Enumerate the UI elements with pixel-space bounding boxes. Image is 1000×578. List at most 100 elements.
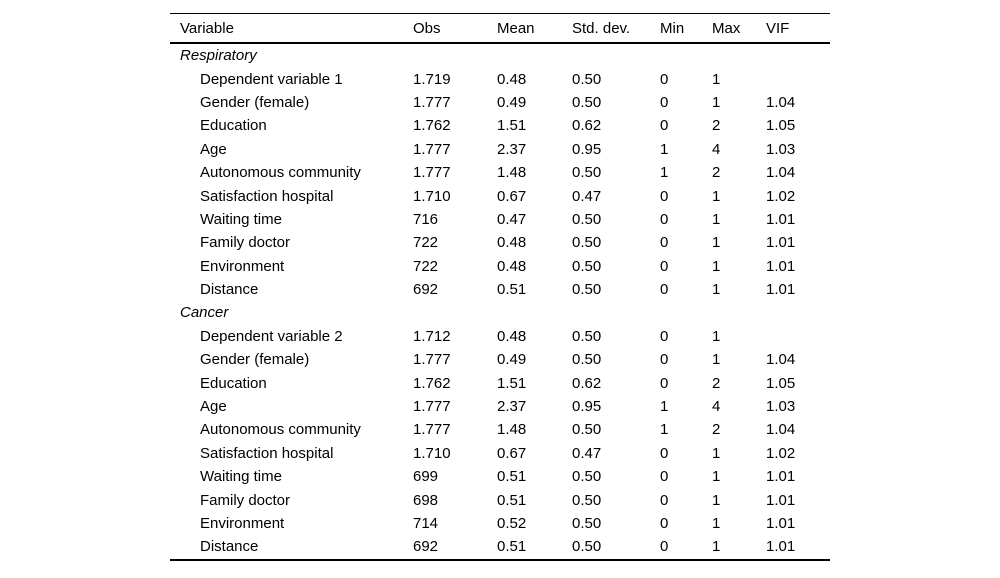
cell-std-dev: 0.50 [572, 491, 602, 509]
cell-obs: 714 [413, 515, 439, 532]
table-row: Gender (female) 1.777 0.49 0.50 0 1 1.04 [170, 348, 830, 371]
cell-vif: 1.03 [766, 398, 796, 416]
cell-vif: 1.04 [766, 351, 796, 369]
table-row: Dependent variable 2 1.712 0.48 0.50 0 1 [170, 325, 830, 348]
table-header: Variable Obs Mean Std. dev. Min Max VIF [170, 13, 830, 44]
cell-max: 1 [712, 70, 721, 88]
cell-vif: 1.01 [766, 515, 796, 532]
cell-std-dev: 0.50 [572, 164, 602, 182]
cell-obs: 1.777 [413, 351, 451, 369]
table-body: Respiratory Dependent variable 1 1.719 0.48… [170, 43, 830, 560]
cell-variable: Autonomous community [200, 421, 361, 439]
cell-obs: 692 [413, 538, 439, 556]
cell-obs: 1.710 [413, 444, 451, 462]
table-row: Environment 722 0.48 0.50 0 1 1.01 [170, 255, 830, 278]
cell-variable: Satisfaction hospital [200, 444, 334, 462]
table-row: Waiting time 716 0.47 0.50 0 1 1.01 [170, 208, 830, 231]
cell-variable: Distance [200, 538, 259, 556]
cell-vif: 1.03 [766, 140, 796, 158]
cell-vif: 1.04 [766, 93, 796, 111]
cell-obs: 1.762 [413, 374, 451, 392]
cell-variable: Waiting time [200, 210, 282, 228]
cell-mean: 0.67 [497, 444, 527, 462]
table-row: Satisfaction hospital 1.710 0.67 0.47 0 1 1.02 [170, 184, 830, 207]
cell-vif: 1.04 [766, 421, 796, 439]
cell-vif: 1.01 [766, 210, 796, 228]
cell-min: 0 [660, 327, 669, 345]
cell-obs: 716 [413, 210, 439, 228]
cell-variable: Family doctor [200, 234, 291, 252]
cell-max: 1 [712, 444, 721, 462]
cell-obs: 1.777 [413, 421, 451, 439]
table-row: Dependent variable 1 1.719 0.48 0.50 0 1 [170, 67, 830, 90]
cell-std-dev: 0.50 [572, 468, 602, 486]
cell-variable: Gender (female) [200, 351, 310, 369]
cell-obs: 1.777 [413, 398, 451, 416]
cell-vif: 1.04 [766, 164, 796, 182]
cell-std-dev: 0.50 [572, 327, 602, 345]
table-row: Distance 692 0.51 0.50 0 1 1.01 [170, 535, 830, 559]
cell-max: 2 [712, 117, 721, 135]
cell-std-dev: 0.50 [572, 351, 602, 369]
cell-min: 0 [660, 234, 669, 252]
cell-obs: 1.712 [413, 327, 451, 345]
cell-max: 1 [712, 234, 721, 252]
cell-vif: 1.01 [766, 257, 796, 275]
cell-obs: 722 [413, 257, 439, 275]
table-row: Environment 714 0.52 0.50 0 1 1.01 [170, 512, 830, 535]
cell-vif: 1.01 [766, 234, 796, 252]
cell-variable: Gender (female) [200, 93, 310, 111]
section-label: Respiratory [180, 47, 257, 65]
cell-mean: 0.49 [497, 351, 527, 369]
cell-max: 2 [712, 374, 721, 392]
section-row: Cancer [170, 301, 830, 324]
cell-max: 4 [712, 398, 721, 416]
cell-std-dev: 0.95 [572, 398, 602, 416]
cell-variable: Environment [200, 515, 285, 532]
table-row: Distance 692 0.51 0.50 0 1 1.01 [170, 278, 830, 301]
cell-std-dev: 0.50 [572, 70, 602, 88]
cell-vif [766, 325, 830, 348]
cell-min: 0 [660, 491, 669, 509]
cell-vif: 1.02 [766, 444, 796, 462]
cell-mean: 1.51 [497, 374, 527, 392]
cell-mean: 0.48 [497, 327, 527, 345]
cell-mean: 0.51 [497, 491, 527, 509]
cell-max: 1 [712, 187, 721, 205]
cell-std-dev: 0.50 [572, 210, 602, 228]
cell-variable: Dependent variable 2 [200, 327, 343, 345]
cell-min: 0 [660, 257, 669, 275]
cell-obs: 698 [413, 491, 439, 509]
cell-min: 0 [660, 117, 669, 135]
cell-min: 0 [660, 351, 669, 369]
cell-mean: 1.51 [497, 117, 527, 135]
cell-std-dev: 0.50 [572, 538, 602, 556]
cell-min: 0 [660, 210, 669, 228]
cell-variable: Education [200, 117, 267, 135]
cell-variable: Education [200, 374, 267, 392]
cell-variable: Autonomous community [200, 164, 361, 182]
cell-std-dev: 0.50 [572, 93, 602, 111]
cell-std-dev: 0.62 [572, 374, 602, 392]
cell-std-dev: 0.62 [572, 117, 602, 135]
cell-variable: Dependent variable 1 [200, 70, 343, 88]
cell-max: 1 [712, 210, 721, 228]
cell-variable: Environment [200, 257, 285, 275]
cell-mean: 0.48 [497, 70, 527, 88]
cell-mean: 0.48 [497, 257, 527, 275]
cell-max: 1 [712, 327, 721, 345]
cell-std-dev: 0.50 [572, 421, 602, 439]
cell-min: 0 [660, 515, 669, 532]
cell-min: 0 [660, 374, 669, 392]
cell-mean: 0.51 [497, 468, 527, 486]
cell-max: 1 [712, 281, 721, 299]
cell-vif: 1.02 [766, 187, 796, 205]
cell-min: 0 [660, 468, 669, 486]
descriptive-statistics-table: Variable Obs Mean Std. dev. Min Max VIF … [170, 13, 830, 561]
cell-min: 1 [660, 164, 669, 182]
cell-vif: 1.01 [766, 538, 796, 556]
cell-max: 1 [712, 468, 721, 486]
cell-obs: 1.777 [413, 93, 451, 111]
cell-obs: 1.777 [413, 140, 451, 158]
